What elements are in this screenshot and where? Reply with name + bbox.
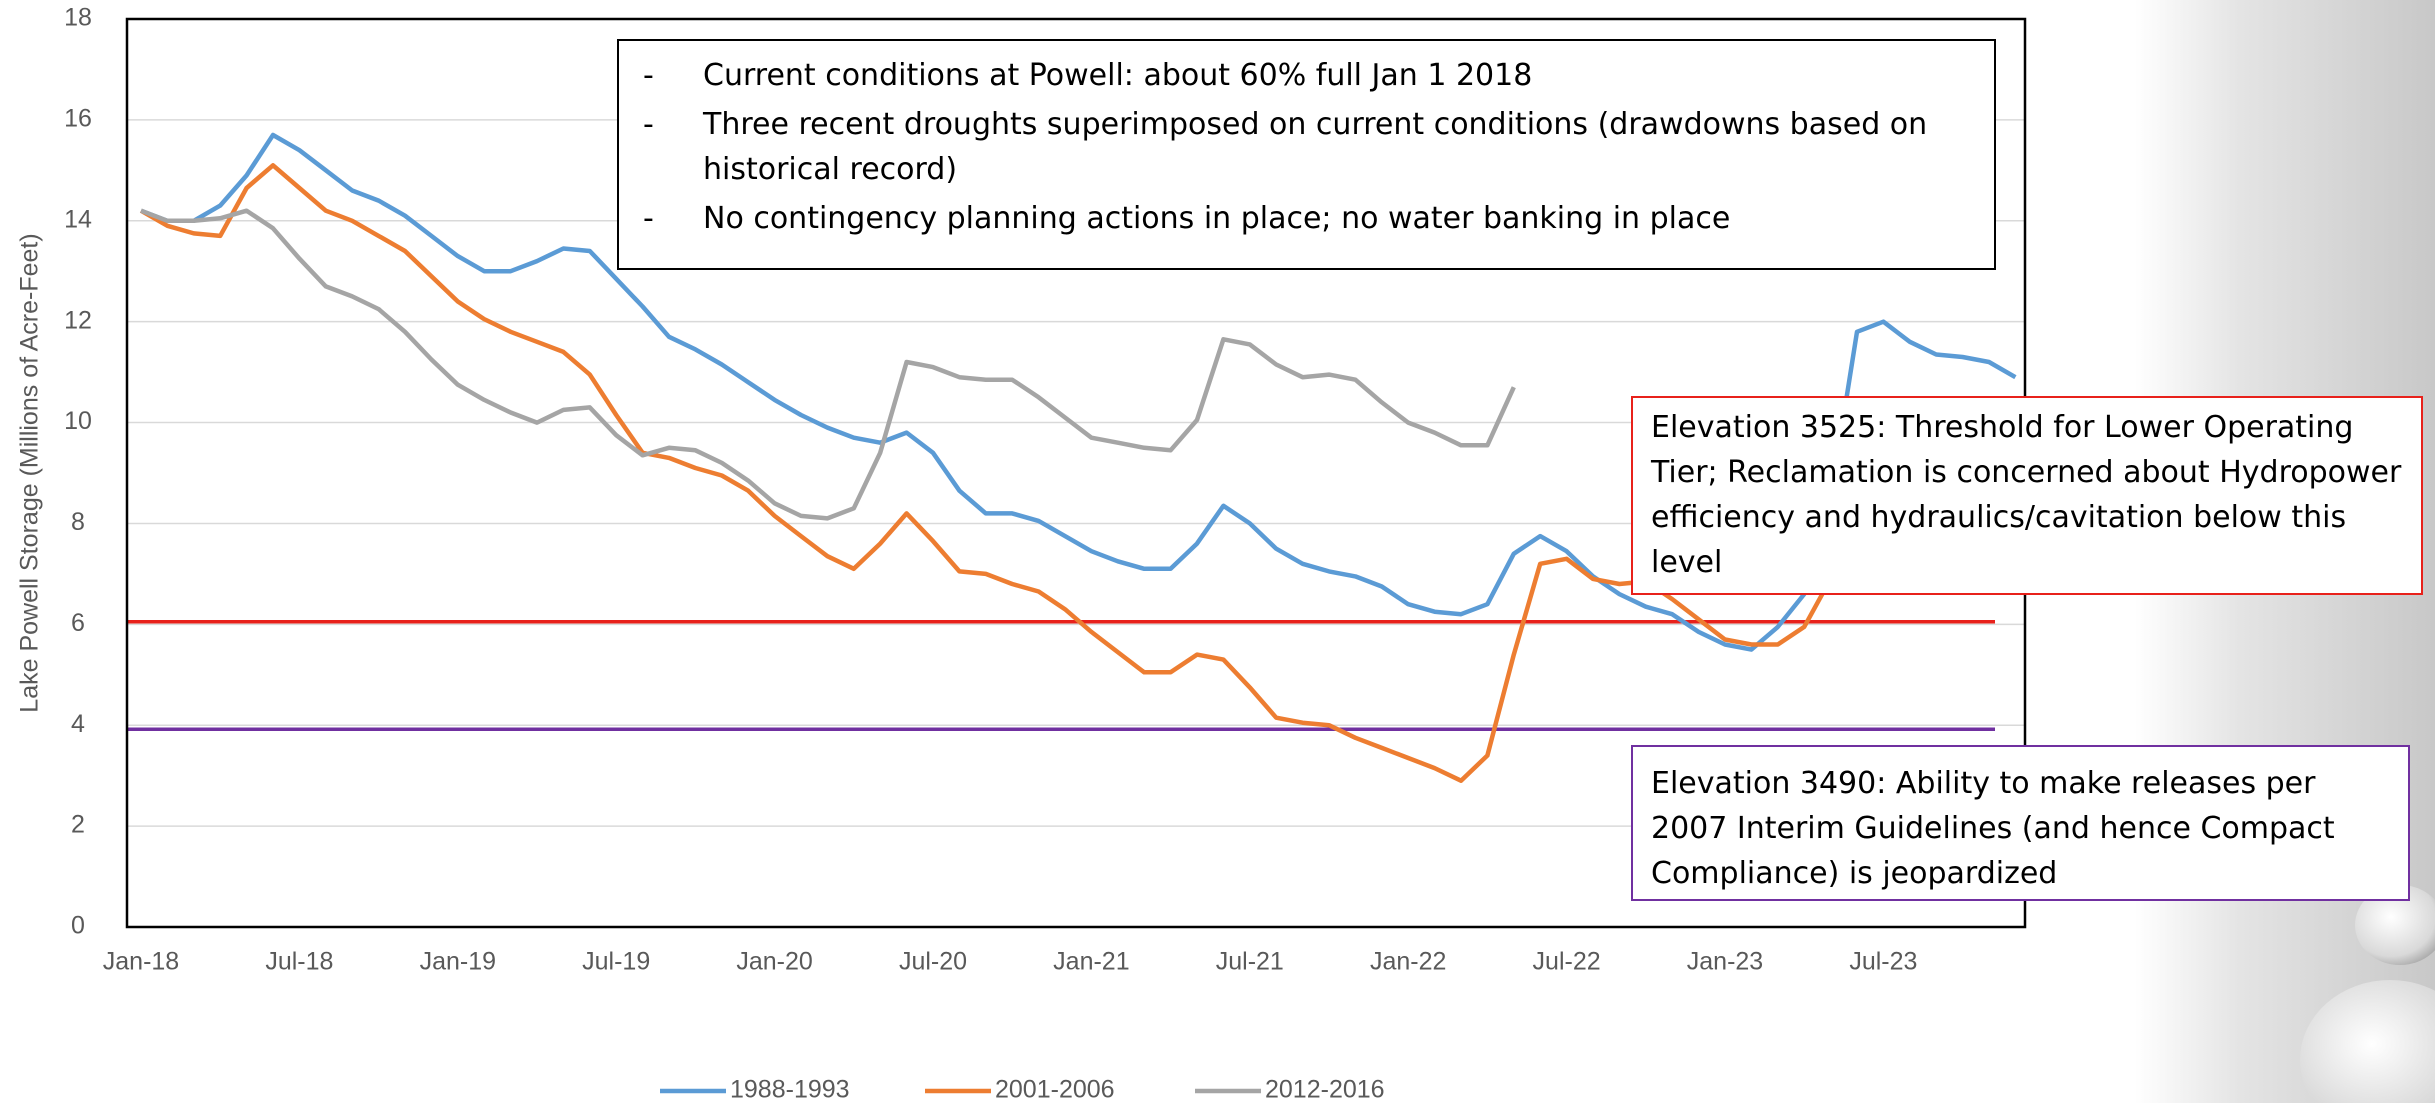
y-tick-label: 4 [71, 710, 85, 738]
note: - Three recent droughts superimposed on c… [629, 102, 1984, 192]
y-tick-label: 6 [71, 609, 85, 637]
y-tick-label: 16 [64, 104, 92, 132]
x-tick-label: Jul-22 [1533, 948, 1601, 976]
x-tick-label: Jan-23 [1687, 948, 1763, 976]
bullet: - [643, 58, 654, 93]
note-text: Current conditions at Powell: about 60% … [703, 58, 1533, 93]
x-tick-label: Jul-20 [899, 948, 967, 976]
y-tick-label: 8 [71, 508, 85, 536]
series-line [140, 132, 2017, 652]
note: - No contingency planning actions in plac… [629, 196, 1984, 241]
y-tick-label: 12 [64, 306, 92, 334]
x-tick-label: Jan-22 [1370, 948, 1446, 976]
water-drop [2300, 980, 2435, 1103]
water-drop [2355, 885, 2435, 965]
y-tick-label: 2 [71, 811, 85, 839]
bullet: - [643, 201, 654, 236]
bullet: - [643, 107, 654, 142]
annotation-box: Elevation 3490: Ability to make releases… [1631, 745, 2410, 901]
y-tick-label: 10 [64, 407, 92, 435]
note: - Current conditions at Powell: about 60%… [629, 53, 1984, 98]
y-tick-label: 14 [64, 205, 92, 233]
x-tick-label: Jul-23 [1849, 948, 1917, 976]
legend-label: 1988-1993 [730, 1076, 850, 1103]
x-tick-label: Jul-18 [265, 948, 333, 976]
y-tick-label: 0 [71, 912, 85, 940]
y-tick-label: 18 [64, 4, 92, 32]
legend-label: 2012-2016 [1265, 1076, 1385, 1103]
legend-label: 2001-2006 [995, 1076, 1115, 1103]
series-line [139, 163, 1833, 783]
notes-box: - Current conditions at Powell: about 60%… [617, 39, 1996, 270]
x-tick-label: Jan-21 [1053, 948, 1129, 976]
series-line [140, 208, 1516, 521]
x-tick-label: Jan-18 [103, 948, 179, 976]
x-tick-label: Jan-19 [420, 948, 496, 976]
x-tick-label: Jul-21 [1216, 948, 1284, 976]
x-tick-label: Jul-19 [582, 948, 650, 976]
x-tick-label: Jan-20 [736, 948, 812, 976]
y-axis-title: Lake Powell Storage (Millions of Acre-Fe… [16, 233, 44, 712]
note-text: No contingency planning actions in place… [703, 201, 1731, 236]
note-text: Three recent droughts superimposed on cu… [703, 107, 1928, 187]
annotation-box: Elevation 3525: Threshold for Lower Oper… [1631, 396, 2423, 595]
